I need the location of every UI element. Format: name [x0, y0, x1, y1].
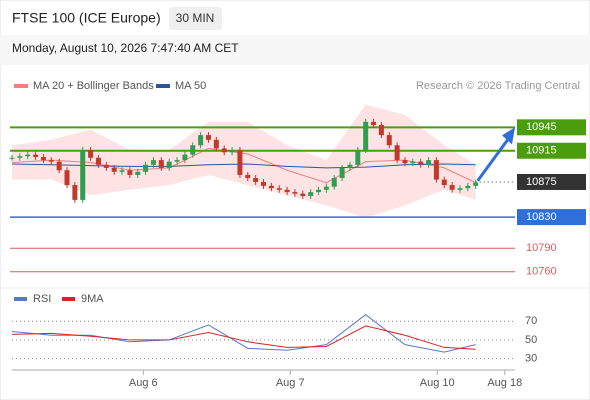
level-box: [517, 173, 586, 190]
candle: [95, 157, 101, 165]
legend-swatch: [14, 84, 28, 88]
level-label: 10760: [526, 266, 557, 278]
legend-label: 9MA: [81, 293, 104, 305]
candle: [213, 139, 219, 149]
x-tick-label: Aug 10: [420, 377, 455, 389]
candle: [261, 181, 266, 186]
candle: [457, 188, 463, 190]
candle: [371, 121, 377, 125]
level-label: 10790: [526, 242, 557, 254]
candle: [465, 185, 471, 189]
candle: [143, 164, 149, 172]
level-label: 10915: [526, 145, 557, 157]
candle: [284, 189, 290, 193]
level-label: 10830: [526, 211, 557, 223]
legend-swatch: [156, 84, 170, 88]
candle: [418, 161, 424, 165]
candle: [433, 160, 439, 180]
candle: [111, 167, 117, 172]
bollinger-area: [12, 104, 476, 218]
candle: [410, 161, 416, 164]
candle: [127, 170, 133, 175]
date-bar: [0, 35, 590, 65]
forecast-arrow: [476, 138, 510, 182]
candle: [158, 160, 164, 168]
candle: [316, 189, 322, 193]
level-label: 10875: [526, 176, 557, 188]
candle: [25, 154, 31, 157]
candle: [473, 182, 479, 186]
candle: [103, 164, 109, 168]
candle: [88, 149, 94, 158]
x-tick-label: Aug 18: [487, 377, 522, 389]
candle: [308, 192, 314, 197]
x-tick-label: Aug 6: [129, 377, 158, 389]
candle: [221, 148, 227, 153]
level-box: [517, 209, 586, 226]
candle: [339, 167, 345, 179]
candle: [449, 185, 455, 190]
candle: [135, 171, 141, 175]
candle: [245, 174, 251, 179]
candle: [40, 156, 46, 161]
candle: [347, 164, 353, 168]
rsi-line: [11, 325, 476, 350]
candle: [386, 135, 392, 146]
interval-badge: [169, 7, 222, 30]
legend-label: MA 50: [175, 80, 206, 92]
legend-label: MA 20 + Bollinger Bands: [33, 80, 154, 92]
candle: [80, 149, 86, 200]
legend-swatch: [14, 297, 27, 301]
candle: [441, 179, 447, 186]
candle: [402, 160, 408, 164]
level-box: [517, 142, 586, 159]
candle: [323, 186, 329, 190]
candle: [205, 135, 211, 140]
y-tick-label: 70: [525, 315, 537, 327]
candle: [17, 156, 23, 158]
chart-title: FTSE 100 (ICE Europe): [12, 10, 161, 26]
candle: [300, 193, 306, 197]
candle: [182, 154, 188, 161]
interval-label: 30 MIN: [176, 11, 215, 25]
candle: [150, 160, 156, 165]
candle: [48, 160, 54, 162]
candle: [394, 145, 400, 161]
level-label: 10945: [526, 121, 557, 133]
candle: [331, 178, 337, 187]
candle: [119, 170, 125, 172]
subtitle: Monday, August 10, 2026 7:47:40 AM CET: [12, 41, 239, 55]
candle: [363, 121, 369, 150]
candle: [33, 154, 39, 157]
candle: [378, 124, 384, 136]
candle: [253, 178, 259, 182]
candle: [72, 185, 78, 200]
candle: [292, 192, 298, 194]
candle: [229, 149, 235, 153]
candle: [166, 161, 172, 168]
candle: [64, 170, 70, 186]
candle: [190, 145, 196, 155]
candle: [355, 149, 361, 165]
rsi-line: [11, 314, 476, 353]
x-tick-label: Aug 7: [276, 377, 305, 389]
y-tick-label: 30: [525, 353, 537, 365]
credit: Research © 2026 Trading Central: [416, 80, 580, 92]
candle: [276, 188, 282, 190]
candle: [9, 157, 15, 159]
candle: [426, 160, 432, 165]
candle: [174, 160, 180, 162]
forecast-arrowhead: [502, 127, 515, 145]
legend-label: RSI: [33, 293, 51, 305]
candle: [237, 149, 243, 175]
level-box: [517, 119, 586, 136]
candle: [198, 135, 204, 146]
legend-swatch: [62, 297, 75, 301]
candle: [56, 161, 62, 171]
y-tick-label: 50: [525, 334, 537, 346]
candle: [268, 185, 274, 189]
